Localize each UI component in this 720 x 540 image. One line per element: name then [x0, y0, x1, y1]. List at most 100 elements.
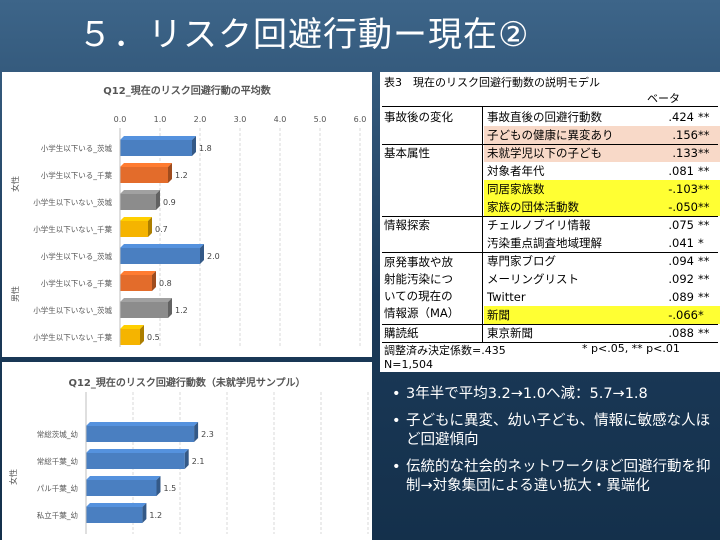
data-label: 0.7 [155, 225, 168, 234]
bar-top [86, 503, 147, 507]
chart-svg: 0.0 1.0 2.0 3.0 4.0 5.0 6.0 1.8 小学生以下いる_茨城 1.2 小学生… [10, 115, 367, 347]
significance-mark: ** [698, 110, 710, 124]
data-label: 1.2 [149, 511, 162, 520]
bar [86, 507, 143, 523]
category-label: 小学生以下いない_茨城 [33, 197, 112, 207]
beta-value: -.103 [654, 180, 698, 198]
variable-name: 家族の団体活動数 [484, 198, 654, 216]
bullet-item: • 伝統的な社会的ネットワークほど回避行動を抑制→対象集団による違い拡大・異端化 [392, 459, 711, 494]
data-label: 1.5 [164, 484, 177, 493]
bar [120, 302, 168, 318]
tick-label: 2.0 [194, 115, 207, 124]
bar [120, 329, 140, 345]
table-caption: 表3 現在のリスク回避行動数の説明モデル [384, 76, 600, 89]
data-label: 0.8 [159, 279, 172, 288]
bar-top [120, 136, 196, 140]
beta-value: .089 [668, 290, 694, 304]
group-label-female: 女性 [8, 469, 18, 485]
table-row: 子どもの健康に異変あり .156 ** [380, 126, 720, 144]
significance-mark: ** [698, 254, 710, 268]
bullet-item: • 子どもに異変、幼い子ども、情報に敏感な人ほど回避傾向 [392, 413, 711, 448]
beta-value: .092 [668, 272, 694, 286]
category-label-sources: 原発事故や放 射能汚染につ いての現在の 情報源（MA） [384, 254, 459, 322]
tick-label: 6.0 [354, 115, 367, 124]
chart-preschool-sample: Q12_現在のリスク回避行動数（未就学児サンプル） 2.3 常総茨城_幼 2.1 常総… [2, 362, 372, 540]
beta-value: .075 [668, 218, 694, 232]
variable-name: Twitter [487, 290, 526, 304]
table-rule [382, 342, 718, 343]
variable-name: 新聞 [484, 306, 654, 324]
table-row: Twitter .089 ** [380, 288, 720, 306]
data-label: 2.1 [192, 457, 205, 466]
group-label-male: 男性 [10, 286, 20, 302]
significance-mark: ** [698, 180, 720, 198]
variable-name: チェルノブイリ情報 [487, 218, 591, 232]
bar-side [142, 503, 147, 523]
category-label: パル千葉_幼 [37, 483, 78, 493]
beta-value: .133 [654, 144, 698, 162]
significance-mark: ** [698, 126, 720, 144]
category-label: 小学生以下いる_茨城 [41, 251, 113, 261]
bar-side [140, 325, 144, 345]
category-label: 情報探索 [384, 218, 430, 232]
data-label: 1.8 [199, 144, 212, 153]
category-label: 小学生以下いない_千葉 [33, 224, 112, 234]
data-label: 1.2 [175, 171, 188, 180]
tick-label: 5.0 [314, 115, 327, 124]
bullet-item: • 3年半で平均3.2→1.0へ減：5.7→1.8 [392, 386, 648, 402]
variable-name: 東京新聞 [487, 326, 533, 340]
tick-label: 4.0 [274, 115, 287, 124]
category-line: 射能汚染につ [384, 272, 453, 286]
category-line: 情報源（MA） [384, 306, 460, 320]
bar-top [120, 271, 156, 275]
bar [86, 453, 185, 469]
variable-name: 事故直後の回避行動数 [487, 110, 602, 124]
table-row: メーリングリスト .092 ** [380, 270, 720, 288]
table-row: 家族の団体活動数 -.050 ** [380, 198, 720, 216]
variable-name: 同居家族数 [484, 180, 654, 198]
group-label-female: 女性 [10, 176, 20, 192]
bar [120, 275, 152, 291]
sample-size: N=1,504 [384, 358, 433, 371]
table-row: チェルノブイリ情報 .075 ** 情報探索 [380, 216, 720, 234]
significance-mark: * [698, 306, 720, 324]
tick-label: 1.0 [154, 115, 167, 124]
category-label: 小学生以下いる_千葉 [41, 170, 113, 180]
bar-top [86, 422, 199, 426]
table-row: 事故直後の回避行動数 .424 ** 事故後の変化 [380, 108, 720, 126]
beta-value: .424 [668, 110, 694, 124]
bar [120, 167, 168, 183]
significance-mark: ** [698, 218, 710, 232]
variable-name: メーリングリスト [487, 272, 579, 286]
data-label: 1.2 [175, 306, 188, 315]
bar-side [194, 422, 199, 442]
beta-value: .094 [668, 254, 694, 268]
bar-top [120, 244, 204, 248]
category-label: 常総千葉_幼 [37, 456, 78, 466]
bar-top [120, 325, 144, 329]
beta-value: .081 [668, 164, 694, 178]
table-rule [382, 324, 718, 325]
bar [120, 194, 156, 210]
significance-mark: ** [698, 290, 710, 304]
category-label: 基本属性 [384, 146, 430, 160]
table-row: 未就学児以下の子ども .133 ** 基本属性 [380, 144, 720, 162]
category-line: 原発事故や放 [384, 255, 453, 269]
tick-label: 3.0 [234, 115, 247, 124]
variable-name: 専門家ブログ [487, 254, 556, 268]
chart-svg: 2.3 常総茨城_幼 2.1 常総千葉_幼 1.5 パル千葉_幼 1.2 私立千葉_幼 女性 [8, 392, 369, 534]
bar-top [120, 217, 152, 221]
significance-mark: ** [698, 198, 720, 216]
table-rule [382, 252, 718, 253]
bar-top [120, 163, 172, 167]
variable-name: 汚染重点調査地域理解 [487, 236, 602, 250]
beta-value: -.066 [654, 306, 698, 324]
table-rule [382, 106, 718, 107]
bar-side [192, 136, 196, 156]
beta-value: .156 [654, 126, 698, 144]
table-divider [482, 106, 483, 342]
category-label: 小学生以下いない_千葉 [33, 332, 112, 342]
data-label: 0.9 [163, 198, 176, 207]
significance-note: * p<.05, ** p<.01 [582, 342, 680, 355]
bar [120, 248, 200, 264]
